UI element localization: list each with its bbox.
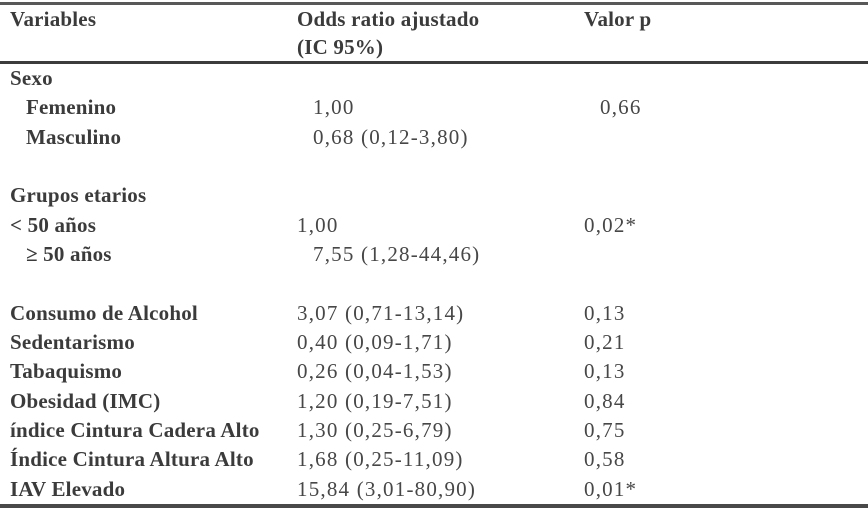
table-body: Sexo Femenino 1,00 0,66 Masculino 0,68 (… — [0, 64, 868, 504]
cell-p-value — [584, 64, 868, 93]
cell-odds-ratio: 1,68 (0,25-11,09) — [297, 447, 464, 472]
cell-variable: índice Cintura Cadera Alto — [10, 418, 260, 443]
table-row-spacer — [0, 269, 868, 298]
cell-p-value — [584, 152, 868, 181]
cell-odds-ratio: 0,26 (0,04-1,53) — [297, 359, 453, 384]
cell-p-value: 0,75 — [584, 418, 626, 443]
cell-p-value: 0,13 — [584, 300, 626, 325]
cell-variable: ≥ 50 años — [26, 242, 112, 267]
cell-variable: Sexo — [10, 66, 53, 90]
cell-odds-ratio — [297, 64, 584, 93]
cell-odds-ratio: 3,07 (0,71-13,14) — [297, 300, 465, 325]
column-header-p-value: Valor p — [584, 7, 652, 31]
cell-p-value — [600, 240, 868, 269]
cell-odds-ratio: 1,20 (0,19-7,51) — [297, 388, 453, 413]
cell-p-value — [600, 123, 868, 152]
cell-variable: Obesidad (IMC) — [10, 388, 161, 413]
cell-odds-ratio: 15,84 (3,01-80,90) — [297, 476, 477, 501]
table-row-data: Masculino 0,68 (0,12-3,80) — [0, 123, 868, 152]
cell-variable: Índice Cintura Altura Alto — [10, 447, 254, 472]
cell-p-value: 0,21 — [584, 330, 626, 355]
cell-odds-ratio: 1,30 (0,25-6,79) — [297, 418, 453, 443]
table-row-data: Índice Cintura Altura Alto 1,68 (0,25-11… — [0, 445, 868, 474]
column-header-odds-ratio: Odds ratio ajustado (IC 95%) — [297, 5, 584, 61]
table-row-data: ≥ 50 años 7,55 (1,28-44,46) — [0, 240, 868, 269]
table-row-spacer — [0, 152, 868, 181]
table-row-section: Grupos etarios — [0, 181, 868, 210]
table-row-data: Consumo de Alcohol 3,07 (0,71-13,14) 0,1… — [0, 299, 868, 328]
cell-odds-ratio: 0,40 (0,09-1,71) — [297, 330, 453, 355]
column-header-odds-ratio-line1: Odds ratio ajustado — [297, 7, 480, 31]
cell-odds-ratio — [297, 152, 584, 181]
cell-p-value: 0,84 — [584, 388, 626, 413]
cell-p-value: 0,01* — [584, 476, 638, 501]
table-header-row: Variables Odds ratio ajustado (IC 95%) V… — [0, 5, 868, 61]
cell-odds-ratio: 0,68 (0,12-3,80) — [313, 124, 469, 149]
cell-variable: IAV Elevado — [10, 476, 126, 501]
cell-variable — [10, 152, 297, 181]
table-row-section: Sexo — [0, 64, 868, 93]
cell-odds-ratio: 7,55 (1,28-44,46) — [313, 242, 481, 267]
cell-variable: Grupos etarios — [10, 183, 147, 208]
cell-variable — [10, 269, 297, 298]
cell-p-value: 0,02* — [584, 212, 638, 237]
cell-p-value: 0,13 — [584, 359, 626, 384]
cell-odds-ratio: 1,00 — [313, 95, 355, 120]
table-row-data: índice Cintura Cadera Alto 1,30 (0,25-6,… — [0, 416, 868, 445]
cell-odds-ratio — [297, 181, 584, 210]
cell-p-value — [584, 269, 868, 298]
table-row-data: Sedentarismo 0,40 (0,09-1,71) 0,21 — [0, 328, 868, 357]
cell-odds-ratio: 1,00 — [297, 212, 339, 237]
cell-variable: Sedentarismo — [10, 330, 135, 355]
table-row-data: Tabaquismo 0,26 (0,04-1,53) 0,13 — [0, 357, 868, 386]
cell-variable: Masculino — [26, 124, 122, 149]
top-rule — [0, 2, 868, 5]
table-row-data: Obesidad (IMC) 1,20 (0,19-7,51) 0,84 — [0, 387, 868, 416]
cell-variable: Consumo de Alcohol — [10, 300, 198, 325]
table-row-data: < 50 años 1,00 0,02* — [0, 211, 868, 240]
table-row-data: IAV Elevado 15,84 (3,01-80,90) 0,01* — [0, 475, 868, 504]
table-row-data: Femenino 1,00 0,66 — [0, 93, 868, 122]
cell-p-value: 0,58 — [584, 447, 626, 472]
cell-p-value — [584, 181, 868, 210]
cell-variable: Tabaquismo — [10, 359, 123, 384]
cell-p-value: 0,66 — [600, 95, 642, 120]
header-rule — [0, 61, 868, 64]
bottom-rule — [0, 504, 868, 508]
column-header-variables: Variables — [10, 7, 97, 31]
cell-variable: Femenino — [26, 95, 117, 120]
cell-variable: < 50 años — [10, 212, 97, 237]
cell-odds-ratio — [297, 269, 584, 298]
column-header-odds-ratio-line2: (IC 95%) — [297, 35, 384, 59]
